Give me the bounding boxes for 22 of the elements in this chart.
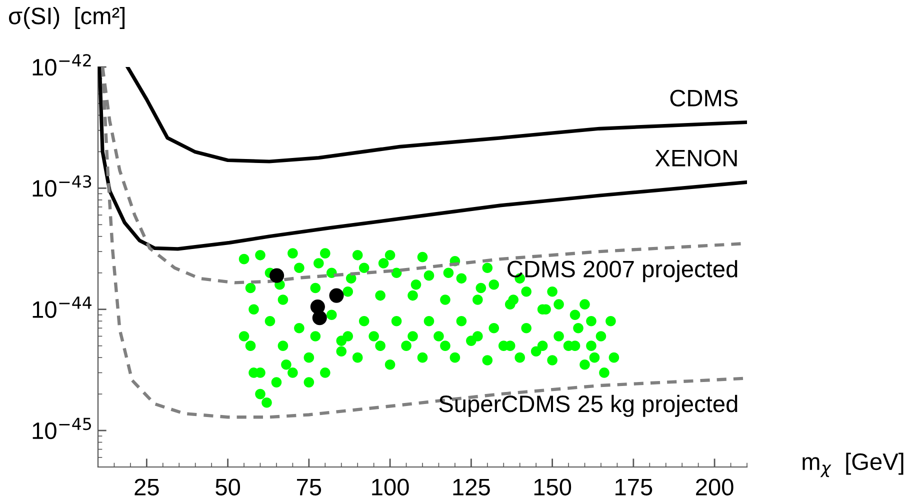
y-tick-label: 10$^{−42}$ — [32, 54, 91, 76]
y-axis-title: σ(SI) [cm²] — [8, 6, 124, 30]
series-label: SuperCDMS 25 kg projected — [439, 394, 738, 417]
x-tick-label: 175 — [616, 478, 652, 496]
point — [312, 310, 327, 326]
line-series — [98, 67, 747, 251]
y-tick-label: 10$^{−45}$ — [32, 418, 91, 440]
y-tick-label: 10$^{−43}$ — [32, 175, 92, 197]
y-tick-label: 10$^{−44}$ — [32, 296, 92, 318]
point — [329, 288, 344, 303]
series-label: CDMS — [670, 90, 738, 106]
x-tick-label: 50 — [216, 478, 240, 496]
x-tick-label: 25 — [134, 478, 159, 496]
x-axis-title: m$_{χ}$ [GeV] — [802, 452, 904, 478]
x-tick-label: 150 — [534, 478, 572, 496]
x-tick-label: 125 — [453, 478, 490, 496]
series-label: XENON — [655, 150, 737, 166]
x-tick-label: 100 — [372, 478, 409, 496]
point — [270, 268, 284, 283]
x-tick-label: 200 — [696, 478, 734, 496]
x-tick-label: 75 — [297, 478, 322, 496]
series-label: CDMS 2007 projected — [508, 260, 738, 282]
